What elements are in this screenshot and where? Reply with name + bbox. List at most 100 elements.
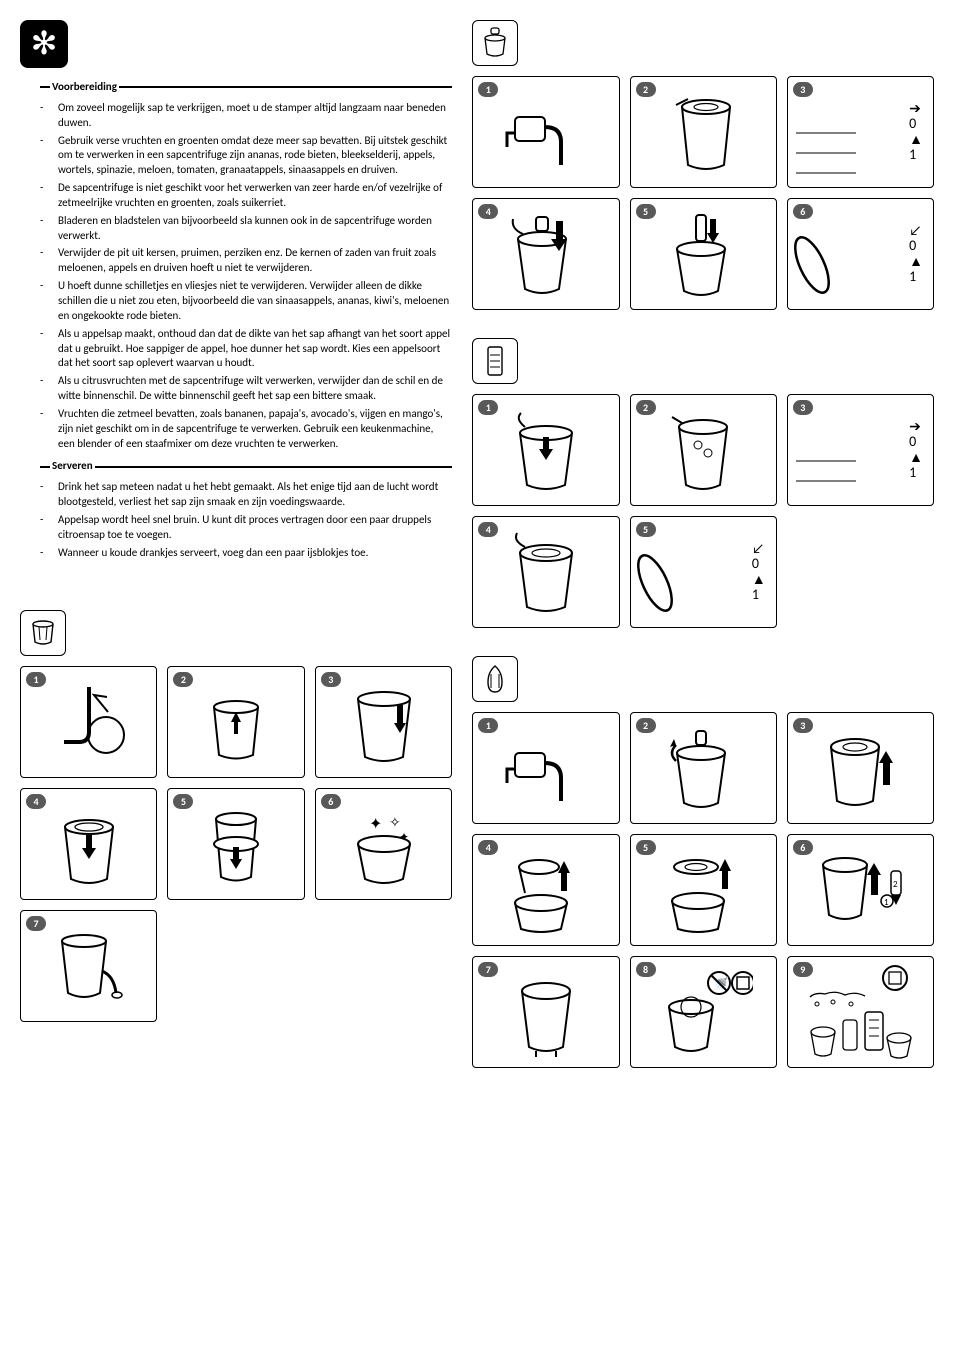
step-box: 4 bbox=[472, 516, 619, 628]
step-box: 5 bbox=[167, 788, 304, 900]
step-grid-c1: 1 2 3 ➔0▲1 bbox=[472, 394, 934, 506]
step-grid-d3: 7 8 🚿 9 bbox=[472, 956, 934, 1068]
svg-text:2: 2 bbox=[893, 879, 898, 890]
step-box: 3 bbox=[787, 712, 934, 824]
step-glyph: ➔0▲1 bbox=[788, 395, 933, 505]
step-grid-a3: 7 bbox=[20, 910, 452, 1022]
list-item: Drink het sap meteen nadat u het hebt ge… bbox=[40, 480, 452, 510]
heading-text: Serveren bbox=[52, 459, 93, 474]
list-item: Appelsap wordt heel snel bruin. U kunt d… bbox=[40, 513, 452, 543]
step-box: 1 bbox=[472, 394, 619, 506]
step-glyph bbox=[21, 667, 156, 777]
glass-icon bbox=[472, 338, 518, 384]
step-box: 4 bbox=[20, 788, 157, 900]
juicer-svg bbox=[26, 616, 60, 650]
step-glyph bbox=[316, 667, 451, 777]
heading-voorbereiding: Voorbereiding bbox=[40, 80, 452, 95]
step-grid-a2: 4 5 6 ✦✧✦ bbox=[20, 788, 452, 900]
step-box: 1 bbox=[472, 76, 619, 188]
step-box: 5 ↙0▲1 bbox=[630, 516, 777, 628]
step-box: 4 bbox=[472, 834, 619, 946]
switch-glyph: ➔0▲1 bbox=[909, 101, 923, 163]
switch-glyph: ↙0▲1 bbox=[909, 223, 923, 285]
step-box: 2 bbox=[630, 76, 777, 188]
heading-serveren: Serveren bbox=[40, 459, 452, 474]
step-glyph: ➔0▲1 bbox=[788, 77, 933, 187]
step-glyph bbox=[631, 395, 776, 505]
list-item: Als u citrusvruchten met de sapcentrifug… bbox=[40, 374, 452, 404]
switch-glyph: ↙0▲1 bbox=[752, 541, 766, 603]
right-column: 1 2 3 ➔0▲1 4 bbox=[472, 20, 934, 1078]
juicer-lid-icon bbox=[472, 20, 518, 66]
step-box: 3 ➔0▲1 bbox=[787, 76, 934, 188]
step-box: 6 12 bbox=[787, 834, 934, 946]
step-glyph bbox=[788, 713, 933, 823]
list-item: Wanneer u koude drankjes serveert, voeg … bbox=[40, 546, 452, 561]
switch-glyph: ➔0▲1 bbox=[909, 419, 923, 481]
step-box: 3 bbox=[315, 666, 452, 778]
step-box: 8 🚿 bbox=[630, 956, 777, 1068]
serveren-list: Drink het sap meteen nadat u het hebt ge… bbox=[20, 480, 452, 560]
step-box: 7 bbox=[472, 956, 619, 1068]
list-item: Vruchten die zetmeel bevatten, zoals ban… bbox=[40, 407, 452, 452]
step-box: 6 ↙0▲1 bbox=[787, 198, 934, 310]
list-item: Om zoveel mogelijk sap te verkrijgen, mo… bbox=[40, 101, 452, 131]
heading-text: Voorbereiding bbox=[52, 80, 117, 95]
step-glyph bbox=[473, 957, 618, 1067]
step-grid-c2: 4 5 ↙0▲1 bbox=[472, 516, 934, 628]
section-c: 1 2 3 ➔0▲1 4 bbox=[472, 338, 934, 628]
step-glyph bbox=[21, 911, 156, 1021]
step-glyph bbox=[473, 77, 618, 187]
list-item: De sapcentrifuge is niet geschikt voor h… bbox=[40, 181, 452, 211]
step-glyph bbox=[168, 667, 303, 777]
svg-text:✦: ✦ bbox=[369, 815, 382, 834]
step-box: 1 bbox=[472, 712, 619, 824]
svg-text:✧: ✧ bbox=[389, 814, 401, 831]
snowflake-icon: ✻ bbox=[20, 20, 68, 68]
step-box: 2 bbox=[630, 712, 777, 824]
step-box: 5 bbox=[630, 198, 777, 310]
section-a: 1 2 3 4 bbox=[20, 610, 452, 1022]
list-item: Bladeren en bladstelen van bijvoorbeeld … bbox=[40, 214, 452, 244]
step-box: 3 ➔0▲1 bbox=[787, 394, 934, 506]
step-glyph: 🚿 bbox=[631, 957, 776, 1067]
step-grid-d1: 1 2 3 bbox=[472, 712, 934, 824]
page-root: ✻ Voorbereiding Om zoveel mogelijk sap t… bbox=[20, 20, 934, 1078]
step-box: 7 bbox=[20, 910, 157, 1022]
step-grid-b2: 4 5 6 ↙0▲1 bbox=[472, 198, 934, 310]
step-box: 4 bbox=[472, 198, 619, 310]
step-glyph bbox=[473, 835, 618, 945]
juicer-icon bbox=[20, 610, 66, 656]
step-glyph bbox=[631, 835, 776, 945]
voorbereiding-list: Om zoveel mogelijk sap te verkrijgen, mo… bbox=[20, 101, 452, 452]
step-box: 6 ✦✧✦ bbox=[315, 788, 452, 900]
step-grid-b1: 1 2 3 ➔0▲1 bbox=[472, 76, 934, 188]
cleaning-icon bbox=[472, 656, 518, 702]
list-item: Verwijder de pit uit kersen, pruimen, pe… bbox=[40, 246, 452, 276]
step-grid-a1: 1 2 3 bbox=[20, 666, 452, 778]
svg-text:1: 1 bbox=[884, 897, 889, 908]
section-d: 1 2 3 4 bbox=[472, 656, 934, 1068]
step-glyph bbox=[631, 713, 776, 823]
step-box: 5 bbox=[630, 834, 777, 946]
step-glyph bbox=[473, 199, 618, 309]
step-glyph bbox=[473, 517, 618, 627]
step-grid-d2: 4 5 6 12 bbox=[472, 834, 934, 946]
step-glyph bbox=[473, 395, 618, 505]
step-glyph bbox=[788, 957, 933, 1067]
step-box: 9 bbox=[787, 956, 934, 1068]
step-box: 2 bbox=[167, 666, 304, 778]
step-glyph bbox=[21, 789, 156, 899]
step-glyph bbox=[631, 199, 776, 309]
svg-text:✦: ✦ bbox=[399, 831, 409, 845]
list-item: U hoeft dunne schilletjes en vliesjes ni… bbox=[40, 279, 452, 324]
list-item: Gebruik verse vruchten en groenten omdat… bbox=[40, 134, 452, 179]
step-glyph: ✦✧✦ bbox=[316, 789, 451, 899]
step-glyph: ↙0▲1 bbox=[631, 517, 776, 627]
list-item: Als u appelsap maakt, onthoud dan dat de… bbox=[40, 327, 452, 372]
step-glyph bbox=[473, 713, 618, 823]
step-glyph bbox=[168, 789, 303, 899]
step-glyph bbox=[631, 77, 776, 187]
left-column: ✻ Voorbereiding Om zoveel mogelijk sap t… bbox=[20, 20, 452, 1078]
step-box: 2 bbox=[630, 394, 777, 506]
